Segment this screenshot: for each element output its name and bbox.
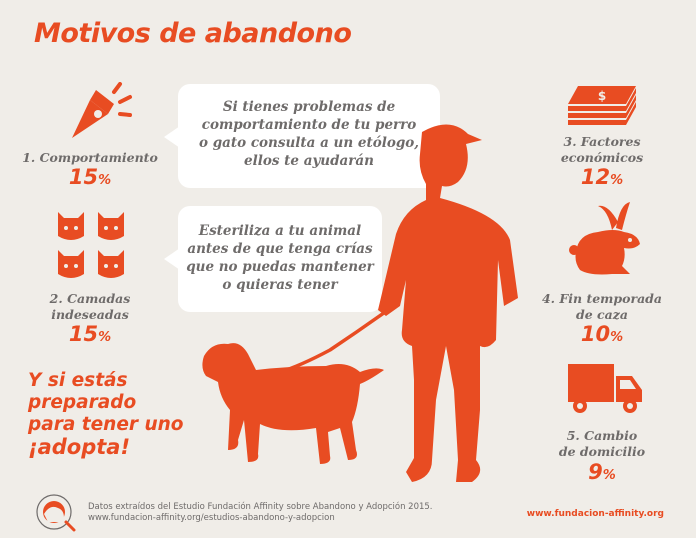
- website-link[interactable]: www.fundacion-affinity.org: [526, 509, 664, 519]
- page-title: Motivos de abandono: [34, 18, 352, 49]
- source-footnote: Datos extraídos del Estudio Fundación Af…: [88, 502, 433, 523]
- reason-hunting-label: 4. Fin temporada de caza: [541, 291, 663, 322]
- reason-economic-percent: 12%: [580, 165, 624, 189]
- advice-bubble-behavior: Si tienes problemas de comportamiento de…: [178, 84, 440, 188]
- person-walking-dog-silhouette: [202, 124, 518, 483]
- reason-behavior-percent: 15%: [68, 165, 112, 189]
- reason-economic-label: 3. Factores económicos: [560, 134, 644, 165]
- reason-litters-percent: 15%: [68, 322, 112, 346]
- rabbit-icon: [569, 202, 640, 275]
- advice-bubble-sterilize: Esteriliza a tu animal antes de que teng…: [178, 206, 382, 312]
- reason-behavior-label: 1. Comportamiento: [22, 150, 158, 165]
- money-stack-icon: $: [568, 86, 636, 125]
- reason-litters-label: 2. Camadas indeseadas: [49, 291, 131, 322]
- bubble-tail-sterilize: [164, 248, 180, 270]
- reason-hunting-percent: 10%: [580, 322, 624, 346]
- bubble-tail-behavior: [164, 126, 180, 148]
- cat-faces-icon: [58, 212, 124, 278]
- adopt-call-to-action: Y si estás preparado para tener uno ¡ado…: [28, 370, 184, 459]
- reason-moving-label: 5. Cambio de domicilio: [558, 428, 646, 459]
- megaphone-icon: [72, 82, 132, 138]
- truck-icon: [568, 364, 642, 413]
- svg-text:$: $: [598, 89, 606, 103]
- fundacion-affinity-logo: [36, 494, 76, 532]
- reason-moving-percent: 9%: [588, 460, 616, 484]
